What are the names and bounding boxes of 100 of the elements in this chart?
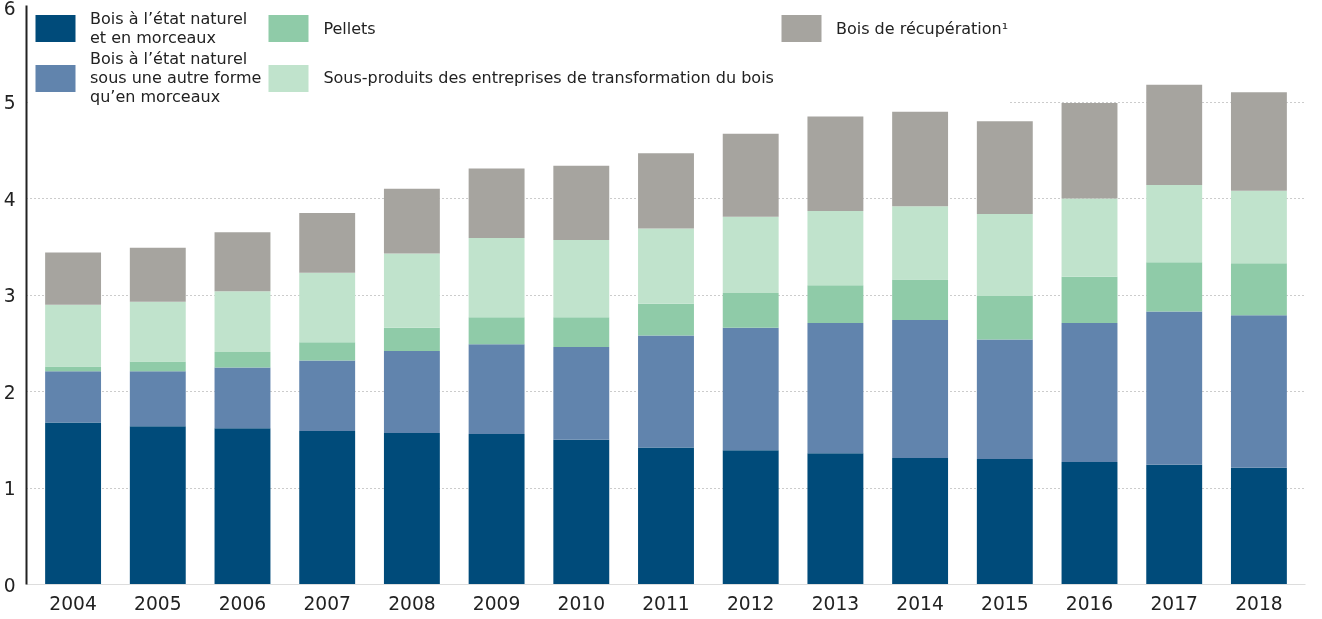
bar — [468, 317, 525, 345]
bar — [299, 360, 356, 432]
x-tick-label: 2005 — [134, 592, 182, 614]
bar — [722, 133, 779, 217]
legend-label: Bois à l’état naturel sous une autre forme qu’en morceaux — [90, 49, 262, 106]
x-tick-label: 2010 — [557, 592, 606, 614]
bar — [1230, 190, 1287, 264]
bar — [976, 121, 1033, 214]
x-tick-label: 2011 — [642, 592, 690, 614]
x-tick-label: 2017 — [1150, 592, 1198, 614]
bar — [214, 367, 271, 429]
bar — [553, 439, 610, 585]
bar — [553, 317, 610, 348]
bar — [722, 216, 779, 294]
bar — [45, 422, 102, 585]
bar — [1146, 311, 1203, 465]
y-tick-label: 0 — [3, 574, 16, 596]
bar — [299, 342, 356, 361]
bar — [553, 165, 610, 240]
bar — [807, 453, 864, 585]
y-tick-label: 4 — [3, 188, 16, 210]
bar — [129, 371, 186, 427]
bar — [468, 344, 525, 434]
x-tick-label: 2013 — [811, 592, 860, 614]
bar — [892, 320, 949, 459]
bar — [383, 432, 440, 585]
bar — [976, 339, 1033, 460]
bar — [45, 366, 102, 372]
x-tick-label: 2008 — [388, 592, 436, 614]
bar — [214, 351, 271, 368]
bar — [892, 458, 949, 585]
bar — [214, 291, 271, 352]
bar — [638, 153, 694, 229]
bar — [1230, 467, 1287, 585]
bar — [1230, 263, 1287, 316]
x-tick-label: 2018 — [1235, 592, 1283, 614]
bar — [722, 450, 779, 585]
bar — [1146, 184, 1203, 263]
bar — [1230, 92, 1287, 191]
x-tick-label: 2004 — [49, 592, 97, 614]
bar — [45, 371, 102, 423]
bar — [976, 295, 1033, 340]
bar — [892, 279, 949, 321]
bar — [45, 252, 102, 305]
bar — [638, 335, 694, 448]
x-tick-label: 2006 — [218, 592, 267, 614]
y-tick-label: 2 — [3, 381, 16, 403]
x-tick-label: 2012 — [726, 592, 775, 614]
y-tick-label: 6 — [3, 0, 16, 19]
bar — [45, 304, 102, 367]
x-tick-label: 2016 — [1065, 592, 1114, 614]
bar — [807, 285, 864, 323]
legend-label: Pellets — [323, 17, 376, 40]
bar — [383, 253, 440, 328]
bar — [722, 293, 779, 328]
bar — [638, 228, 694, 304]
y-tick-label: 3 — [3, 285, 16, 306]
y-tick-label: 1 — [3, 478, 16, 499]
bar — [1146, 262, 1203, 312]
bar — [553, 239, 610, 318]
bar — [299, 431, 356, 585]
bar — [129, 361, 186, 372]
bar — [976, 213, 1033, 296]
bar — [214, 428, 271, 585]
bar — [722, 327, 779, 451]
legend-label: Bois à l’état naturel et en morceaux — [90, 9, 248, 47]
legend-label: Sous-produits des entreprises de transformation du bois — [323, 67, 774, 89]
bar — [553, 347, 610, 440]
bar — [1061, 322, 1118, 462]
bar — [892, 206, 949, 280]
bar — [129, 301, 186, 362]
bar — [1061, 198, 1118, 277]
bar — [129, 426, 186, 585]
bar — [1146, 464, 1203, 585]
bar — [1061, 102, 1118, 199]
bar — [807, 116, 864, 212]
bar — [807, 211, 864, 286]
x-tick-label: 2009 — [472, 592, 521, 614]
x-tick-label: 2014 — [896, 592, 944, 614]
bar — [1061, 276, 1118, 323]
bar — [299, 212, 356, 273]
bar — [1146, 84, 1203, 185]
bar — [383, 327, 440, 351]
bar — [638, 303, 694, 336]
bar — [214, 232, 271, 292]
legend-label: Bois de récupération¹ — [835, 17, 1009, 40]
bar — [1230, 315, 1287, 468]
bar — [299, 272, 356, 343]
y-tick-label: 5 — [3, 92, 16, 113]
bar — [383, 350, 440, 433]
bar — [468, 168, 525, 239]
x-tick-label: 2015 — [981, 592, 1029, 614]
bar — [807, 322, 864, 454]
bar — [383, 188, 440, 254]
x-tick-label: 2007 — [303, 592, 351, 614]
bar — [129, 247, 186, 302]
bar — [638, 447, 694, 585]
bar — [468, 238, 525, 318]
bar — [976, 459, 1033, 585]
bar — [1061, 461, 1118, 585]
